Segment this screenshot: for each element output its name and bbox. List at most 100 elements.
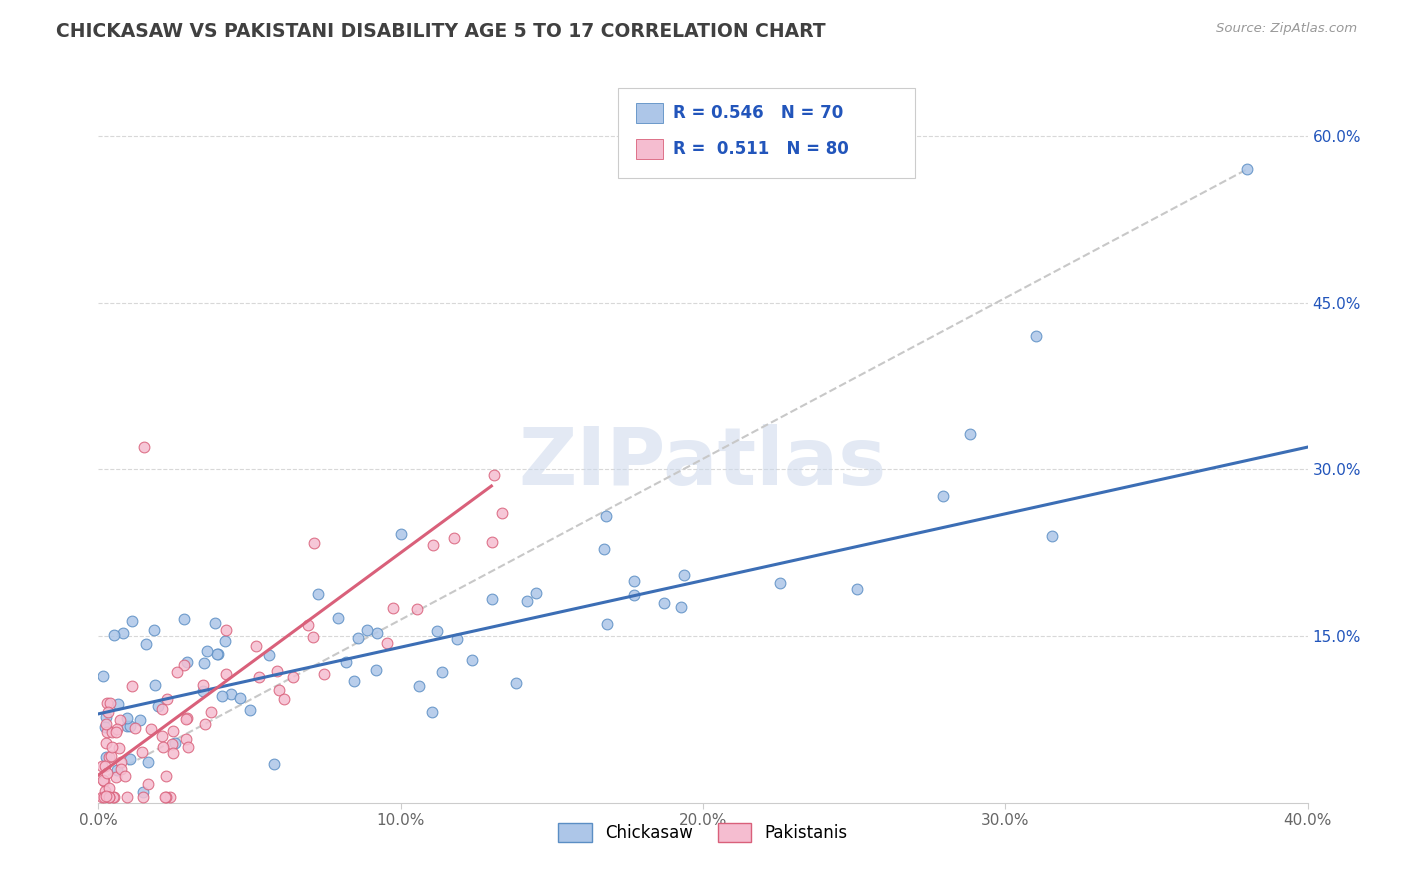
Point (432, 665, 454, 679)
Point (364, 663, 387, 677)
Point (205, 647, 228, 661)
Point (356, 624, 378, 638)
Point (623, 588, 645, 602)
Point (593, 542, 616, 557)
Point (845, 582, 868, 596)
Point (281, 670, 304, 684)
Point (98, 790, 121, 805)
Point (266, 664, 288, 678)
Point (101, 725, 124, 739)
Point (96, 697, 118, 711)
Point (328, 610, 350, 624)
Point (94, 759, 117, 773)
Point (204, 616, 226, 631)
Point (408, 680, 430, 694)
Point (481, 591, 503, 606)
Point (135, 637, 157, 651)
Point (143, 678, 166, 692)
Point (162, 723, 184, 738)
Point (91, 759, 114, 773)
Point (174, 712, 197, 726)
Point (221, 687, 243, 701)
Point (302, 535, 325, 549)
Point (443, 531, 465, 545)
FancyBboxPatch shape (619, 87, 915, 178)
Point (91, 790, 114, 805)
Legend: Chickasaw, Pakistanis: Chickasaw, Pakistanis (551, 816, 855, 848)
Point (94, 719, 117, 733)
Point (156, 692, 179, 706)
Point (150, 729, 173, 743)
Point (229, 690, 252, 705)
Point (516, 594, 538, 608)
Point (297, 617, 319, 632)
Point (100, 749, 122, 764)
Point (91, 669, 114, 683)
Point (239, 703, 262, 717)
Point (163, 736, 186, 750)
Point (768, 576, 790, 591)
Point (159, 790, 181, 805)
Point (366, 625, 388, 640)
Point (263, 757, 285, 772)
Point (245, 639, 267, 653)
Point (94, 717, 117, 731)
Point (174, 731, 197, 746)
Point (176, 711, 198, 725)
Point (93, 790, 115, 805)
Point (491, 506, 513, 520)
Point (96, 789, 118, 803)
Point (124, 721, 146, 735)
Point (211, 690, 233, 704)
Point (257, 648, 280, 663)
Point (194, 717, 217, 731)
Point (94, 736, 117, 750)
Point (104, 770, 127, 784)
Point (1024, 329, 1046, 343)
Point (93, 774, 115, 789)
Point (273, 692, 295, 706)
Point (142, 623, 165, 637)
Point (177, 739, 200, 754)
Point (132, 440, 155, 454)
Point (108, 713, 131, 727)
Point (195, 644, 218, 658)
Point (652, 597, 675, 611)
Point (114, 769, 136, 783)
Point (623, 574, 645, 588)
Point (207, 647, 229, 661)
Point (112, 626, 135, 640)
Point (97, 781, 120, 796)
Point (505, 676, 527, 690)
Point (136, 755, 159, 769)
Point (215, 667, 238, 681)
Point (307, 587, 329, 601)
Point (103, 628, 125, 642)
Point (314, 666, 336, 681)
Point (405, 602, 427, 616)
Point (173, 657, 195, 672)
Text: CHICKASAW VS PAKISTANI DISABILITY AGE 5 TO 17 CORRELATION CHART: CHICKASAW VS PAKISTANI DISABILITY AGE 5 … (56, 22, 825, 41)
Point (115, 790, 138, 805)
Point (94, 710, 117, 724)
Point (155, 790, 177, 805)
Point (595, 508, 617, 523)
Text: R = 0.546   N = 70: R = 0.546 N = 70 (672, 103, 844, 122)
Point (173, 611, 195, 625)
Point (131, 746, 153, 760)
Point (669, 599, 692, 614)
Point (420, 706, 443, 720)
Point (96, 766, 118, 780)
Point (129, 713, 152, 727)
Point (105, 722, 128, 736)
Point (107, 697, 129, 711)
Point (110, 763, 132, 777)
Point (101, 790, 124, 805)
Point (132, 785, 155, 799)
Text: ZIPatlas: ZIPatlas (519, 425, 887, 502)
Point (176, 655, 198, 669)
Point (103, 790, 125, 805)
Point (160, 737, 183, 751)
Point (117, 711, 139, 725)
Point (422, 538, 444, 552)
